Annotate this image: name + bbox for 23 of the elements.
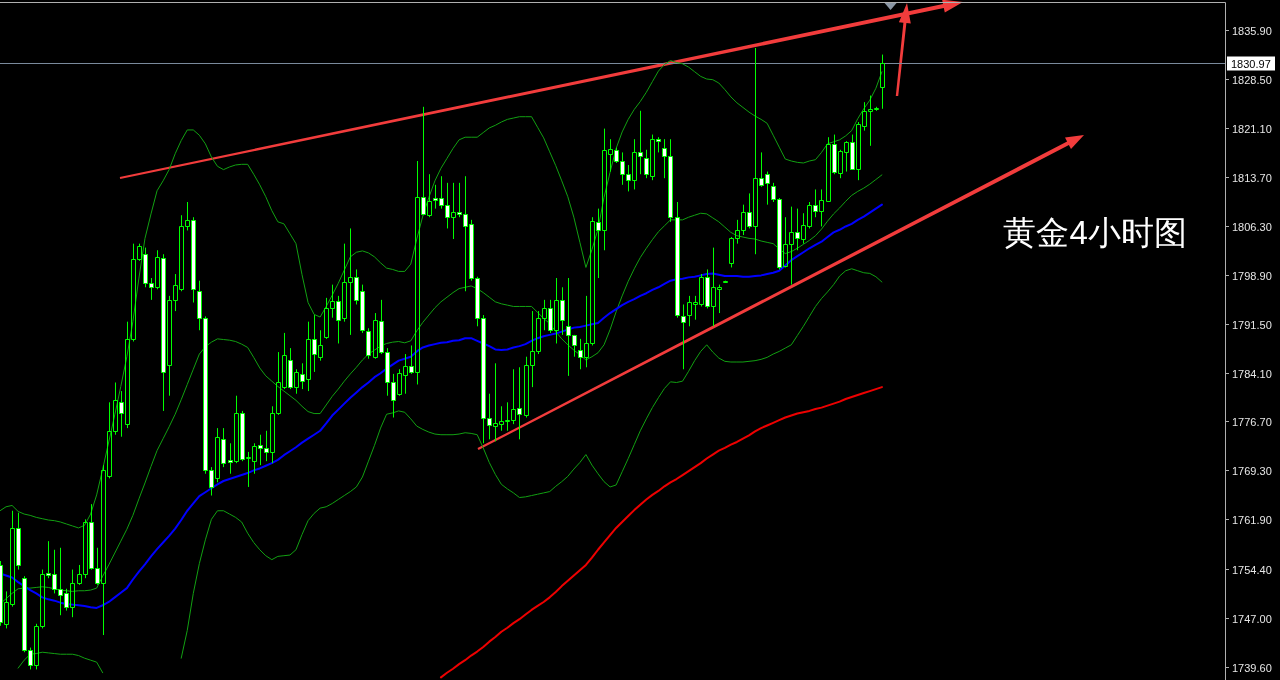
y-tick-label: 1776.70 (1232, 415, 1272, 428)
candlestick (366, 327, 371, 360)
y-tick-label: 1754.40 (1232, 563, 1272, 576)
line-series (0, 60, 883, 529)
y-tick-label: 1821.10 (1232, 122, 1272, 135)
y-tick-label: 1747.00 (1232, 612, 1272, 625)
y-tick-label: 1761.90 (1232, 513, 1272, 526)
candlestick (675, 201, 680, 319)
line-series (439, 386, 883, 679)
y-tick-label: 1739.60 (1232, 661, 1272, 674)
y-tick-label: 1813.70 (1232, 171, 1272, 184)
candlestick (681, 303, 686, 370)
y-tick-label: 1806.30 (1232, 220, 1272, 233)
candlestick (723, 280, 728, 283)
ref-line-label: 1830.97 (1231, 57, 1271, 70)
candlestick (880, 54, 885, 110)
y-tick-label: 1828.50 (1232, 73, 1272, 86)
y-tick-label: 1769.30 (1232, 464, 1272, 477)
y-tick-label: 1835.90 (1232, 24, 1272, 37)
y-tick-label: 1784.10 (1232, 367, 1272, 380)
y-tick-label: 1798.90 (1232, 269, 1272, 282)
text: 黄金4小时图 (1003, 213, 1187, 251)
y-tick-label: 1791.50 (1232, 318, 1272, 331)
